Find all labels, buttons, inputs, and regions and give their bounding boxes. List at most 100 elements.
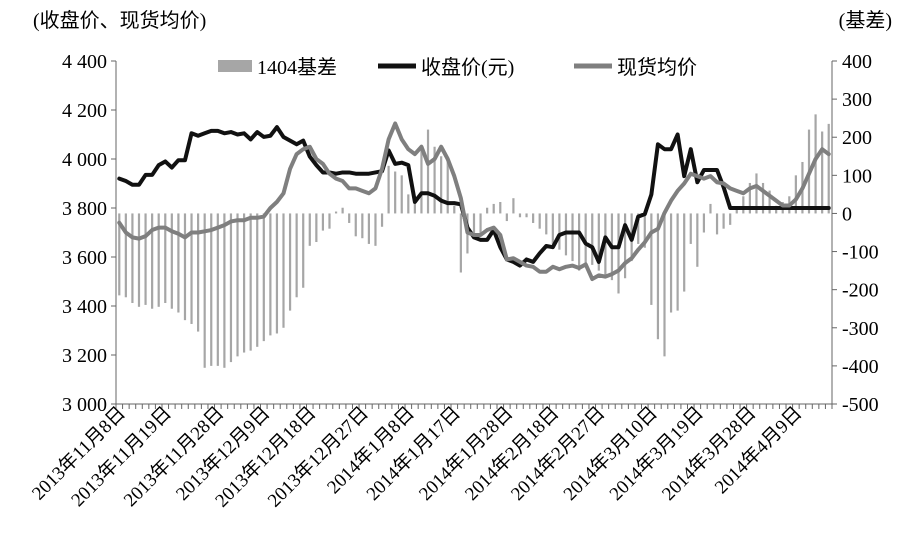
basis-bar [656, 213, 660, 340]
legend-label-close: 收盘价(元) [421, 56, 514, 79]
basis-bar [334, 211, 338, 214]
basis-bar [827, 123, 830, 214]
basis-bar [321, 213, 325, 231]
basis-bar [591, 213, 594, 265]
close-price-line [117, 125, 831, 268]
basis-bar [144, 213, 147, 305]
basis-bar [512, 198, 515, 214]
basis-bar [643, 213, 646, 248]
basis-bar [768, 190, 771, 214]
basis-bar [794, 175, 797, 214]
basis-bar [479, 213, 482, 235]
basis-bar [525, 213, 528, 218]
basis-bar [242, 213, 246, 353]
basis-bar [157, 213, 160, 307]
basis-bar [761, 182, 765, 214]
right-tick-label: -100 [842, 242, 879, 264]
left-tick-label: 3 400 [62, 296, 107, 318]
left-axis-title: (收盘价、现货均价) [33, 9, 206, 32]
right-tick-label: 0 [842, 203, 852, 225]
basis-bar [151, 213, 154, 309]
basis-bar [551, 213, 554, 244]
right-tick-label: 200 [842, 127, 872, 149]
left-tick-label: 4 000 [62, 149, 107, 171]
basis-bar [137, 213, 141, 307]
basis-bar [183, 213, 187, 321]
axes: 3 000 3 200 3 400 3 600 3 800 4 000 4 200 4 400… [27, 51, 878, 512]
basis-bar [702, 213, 706, 233]
basis-bar [367, 213, 370, 244]
basis-bar [387, 165, 390, 214]
basis-bar [354, 213, 357, 237]
left-tick-label: 4 400 [62, 51, 107, 73]
basis-bar [571, 213, 574, 262]
left-tick-label: 3 200 [62, 345, 107, 367]
right-tick-label: 300 [842, 89, 872, 111]
basis-bar [210, 213, 213, 366]
basis-bar [433, 146, 436, 214]
basis-bar [453, 205, 456, 214]
left-tick-label: 3 000 [62, 394, 107, 416]
basis-bar [269, 213, 272, 336]
basis-bar [663, 213, 666, 357]
right-tick-label: -400 [842, 356, 879, 378]
basis-bar [472, 213, 476, 237]
basis-bar [597, 213, 600, 271]
basis-bar [623, 213, 627, 279]
basis-bar [683, 213, 686, 292]
basis-bar [545, 213, 548, 235]
basis-bar [735, 207, 738, 214]
basis-bar [308, 213, 311, 246]
right-axis-title: (基差) [839, 9, 892, 32]
basis-bar [426, 129, 430, 214]
basis-bar [256, 213, 259, 347]
basis-bar [689, 213, 692, 244]
basis-bar [696, 213, 699, 267]
left-tick-label: 4 200 [62, 100, 107, 122]
basis-bar [420, 144, 423, 214]
basis-bar [440, 156, 443, 214]
spot-price-line [117, 121, 831, 282]
basis-bar [216, 213, 219, 366]
basis-bar [262, 213, 265, 342]
basis-bar [650, 213, 653, 305]
basis-bar [380, 213, 384, 227]
basis-bar [748, 182, 751, 214]
basis-bar [505, 213, 508, 222]
basis-bar [190, 213, 193, 324]
basis-bar [374, 213, 377, 246]
basis-bar [669, 213, 673, 313]
left-tick-label: 3 800 [62, 198, 107, 220]
basis-bar [492, 203, 495, 214]
right-tick-label: -200 [842, 280, 879, 302]
legend: 1404基差 收盘价(元) 现货均价 [218, 56, 697, 79]
basis-bar [486, 207, 489, 214]
basis-bar [407, 194, 410, 214]
basis-bar [413, 200, 416, 214]
right-tick-label: -300 [842, 318, 879, 340]
basis-bar [177, 213, 180, 313]
basis-bar [499, 202, 502, 214]
legend-swatch-basis [218, 60, 252, 72]
basis-bar [275, 213, 279, 334]
legend-label-spot: 现货均价 [617, 56, 697, 79]
basis-bar [295, 213, 298, 298]
basis-bar [715, 213, 719, 235]
basis-bar [328, 213, 331, 229]
basis-bar [223, 213, 226, 368]
basis-bar [722, 213, 725, 229]
basis-bar [814, 114, 817, 214]
left-tick-label: 3 600 [62, 247, 107, 269]
basis-bar [742, 196, 745, 214]
basis-bar [249, 213, 252, 351]
legend-label-basis: 1404基差 [257, 56, 337, 79]
basis-bar [637, 213, 640, 244]
basis-bar [400, 175, 403, 214]
basis-bar [164, 213, 167, 303]
legend-item-close: 收盘价(元) [378, 56, 514, 79]
basis-bar [518, 213, 522, 218]
basis-bar [558, 213, 561, 250]
basis-bar [729, 213, 732, 225]
basis-bar [282, 213, 285, 328]
